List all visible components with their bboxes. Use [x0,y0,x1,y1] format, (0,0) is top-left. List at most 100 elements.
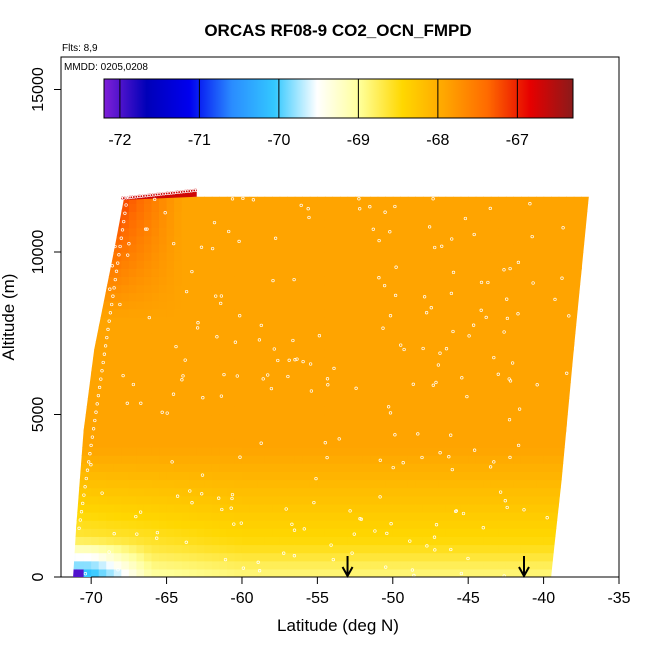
field-cell [370,276,379,286]
field-cell [490,552,499,562]
field-cell [174,243,183,253]
field-cell [249,357,258,367]
field-cell [257,308,266,318]
field-cell [340,284,349,294]
track-point [481,526,485,530]
field-cell [370,349,379,359]
field-cell [287,479,296,489]
field-cell [385,252,394,261]
field-cell [551,203,560,212]
field-cell [294,341,303,351]
field-cell [302,414,311,424]
track-point [287,358,291,362]
track-point [416,432,420,436]
field-cell [422,341,432,351]
field-cell [211,365,220,375]
field-cell [581,292,589,302]
field-cell [370,260,379,269]
field-cell [279,544,288,554]
track-point [301,359,305,364]
field-cell [407,382,416,391]
field-cell [445,503,454,513]
field-cell [332,235,341,245]
field-cell [536,292,545,302]
field-cell [249,422,258,432]
track-point [155,536,159,540]
field-cell [385,373,394,383]
field-cell [287,560,296,570]
field-cell [73,544,77,554]
field-cell [189,252,198,261]
field-cell [189,520,198,529]
field-cell [143,284,153,294]
field-cell [543,406,552,416]
field-cell [589,220,597,229]
field-cell [445,438,454,448]
field-cell [400,219,409,229]
field-cell [234,252,243,261]
field-cell [121,398,130,407]
field-cell [385,325,394,334]
field-cell [385,357,394,367]
field-cell [309,552,318,562]
field-cell [445,341,454,351]
field-cell [332,536,341,546]
track-point [112,532,116,536]
track-point [181,374,185,378]
x-axis: -70 -65 -60 -55 -50 -45 -40 -35 [80,576,631,607]
field-cell [128,528,137,537]
field-cell [589,528,597,537]
field-cell [98,196,107,204]
field-cell [332,365,341,375]
field-cell [264,317,273,326]
field-cell [498,487,507,497]
field-cell [324,487,334,497]
field-cell [513,390,522,399]
field-cell [543,528,552,537]
field-cell [536,430,545,440]
field-cell [581,552,589,562]
x-tick-label: -60 [230,590,253,607]
field-cell [128,349,137,359]
field-cell [83,227,92,237]
field-cell [415,300,424,310]
field-cell [257,471,266,481]
field-cell [490,243,499,253]
field-cell [370,568,379,578]
track-point [323,441,327,445]
field-cell [498,187,506,196]
field-cell [324,284,334,294]
field-cell [294,390,303,399]
field-cell [204,471,213,481]
field-cell [324,252,334,261]
field-cell [468,512,477,521]
field-cell [257,187,265,196]
field-cell [234,487,243,497]
field-cell [113,390,122,399]
field-cell [498,317,507,326]
field-cell [551,373,560,383]
field-cell [551,196,560,204]
field-cell [453,430,462,440]
field-cell [566,495,575,505]
field-cell [528,479,537,489]
field-cell [324,382,334,391]
field-cell [505,390,515,399]
track-point [431,383,435,387]
field-cell [468,382,477,391]
field-cell [279,276,288,286]
field-cell [558,211,567,221]
field-cell [422,398,432,407]
field-cell [264,227,273,237]
field-cell [348,187,356,196]
field-cell [91,211,100,221]
field-cell [272,487,281,497]
field-cell [483,333,492,342]
field-cell [551,471,560,481]
field-cell [302,552,311,562]
field-cell [407,365,416,375]
field-cell [279,349,288,359]
field-cell [136,479,145,489]
field-cell [294,438,303,448]
field-cell [249,503,258,513]
